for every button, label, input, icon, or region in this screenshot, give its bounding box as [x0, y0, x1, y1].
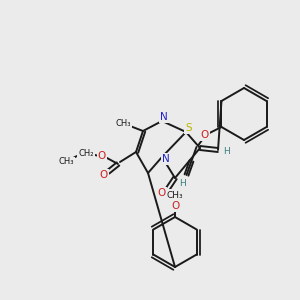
Text: O: O: [158, 188, 166, 198]
Text: S: S: [186, 123, 192, 133]
Text: O: O: [200, 130, 208, 140]
Text: H: H: [179, 179, 186, 188]
Text: CH₃: CH₃: [115, 118, 131, 127]
Text: CH₃: CH₃: [58, 158, 74, 166]
Text: O: O: [98, 151, 106, 161]
Text: O: O: [100, 170, 108, 180]
Text: N: N: [160, 112, 168, 122]
Text: N: N: [162, 154, 170, 164]
Text: O: O: [171, 201, 179, 211]
Text: H: H: [224, 148, 230, 157]
Text: CH₃: CH₃: [167, 190, 183, 200]
Text: CH₂: CH₂: [78, 149, 94, 158]
